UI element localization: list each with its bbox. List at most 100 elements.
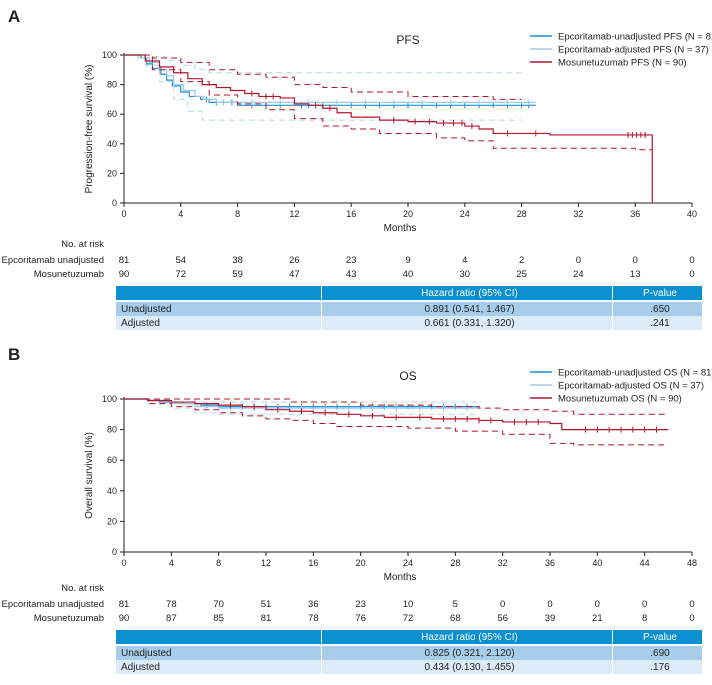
hr-row-adjusted: Adjusted 0.434 (0.130, 1.455) .176: [116, 660, 703, 674]
x-tick-label: 48: [687, 558, 697, 568]
risk-header: No. at risk: [61, 583, 104, 594]
x-tick-label: 44: [640, 558, 650, 568]
pfs-hazard-ratio-table: Hazard ratio (95% CI) P-value Unadjusted…: [116, 286, 703, 330]
series-line: [124, 54, 522, 100]
x-tick-label: 24: [460, 209, 470, 219]
risk-count: 81: [119, 255, 130, 266]
risk-count: 9: [405, 255, 410, 266]
hr-row-label: Unadjusted: [116, 645, 322, 660]
x-axis-label: Months: [384, 572, 417, 583]
hr-row-ratio: 0.661 (0.331, 1.320): [321, 316, 613, 330]
series-line: [124, 54, 522, 74]
y-tick-label: 40: [107, 486, 117, 496]
hr-row-pvalue: .690: [612, 645, 703, 660]
hr-row-ratio: 0.434 (0.130, 1.455): [321, 660, 613, 674]
y-axis-label: Overall survival (%): [84, 432, 95, 519]
risk-count: 0: [689, 599, 694, 610]
x-tick-label: 0: [121, 209, 126, 219]
hr-row-label: Adjusted: [116, 660, 322, 674]
y-tick-label: 60: [107, 109, 117, 119]
series-line: [124, 54, 536, 103]
x-tick-label: 36: [545, 558, 555, 568]
y-tick-label: 20: [107, 516, 117, 526]
x-tick-label: 40: [592, 558, 602, 568]
risk-row-label: Epcoritamab unadjusted: [2, 599, 104, 610]
x-tick-label: 0: [121, 558, 126, 568]
risk-count: 23: [355, 599, 366, 610]
risk-header: No. at risk: [61, 239, 104, 250]
risk-count: 81: [261, 613, 272, 624]
series-line: [124, 54, 653, 203]
risk-count: 0: [547, 599, 552, 610]
x-tick-label: 28: [450, 558, 460, 568]
x-tick-label: 12: [289, 209, 299, 219]
risk-count: 0: [689, 255, 694, 266]
y-tick-label: 0: [112, 547, 117, 557]
x-tick-label: 16: [308, 558, 318, 568]
x-tick-label: 8: [216, 558, 221, 568]
risk-count: 70: [213, 599, 224, 610]
risk-count: 0: [689, 613, 694, 624]
risk-count: 51: [261, 599, 272, 610]
risk-count: 78: [308, 613, 319, 624]
risk-count: 30: [460, 269, 471, 280]
hr-row-label: Unadjusted: [116, 301, 322, 316]
hr-header-ratio: Hazard ratio (95% CI): [321, 286, 613, 302]
risk-count: 90: [119, 613, 130, 624]
risk-count: 47: [289, 269, 300, 280]
hr-row-unadjusted: Unadjusted 0.891 (0.541, 1.467) .650: [116, 301, 703, 316]
risk-count: 39: [545, 613, 556, 624]
x-tick-label: 16: [346, 209, 356, 219]
legend-label: Epcoritamab-adjusted OS (N = 37): [558, 381, 704, 392]
x-tick-label: 36: [630, 209, 640, 219]
risk-count: 43: [346, 269, 357, 280]
x-tick-label: 32: [573, 209, 583, 219]
y-tick-label: 80: [107, 425, 117, 435]
hr-table-header: Hazard ratio (95% CI) P-value: [116, 630, 703, 646]
series-line: [124, 398, 669, 415]
hr-header-blank: [116, 630, 322, 646]
hr-row-label: Adjusted: [116, 316, 322, 330]
panel-letter: A: [8, 7, 20, 26]
x-tick-label: 4: [178, 209, 183, 219]
legend-label: Mosunetuzumab PFS (N = 90): [558, 58, 687, 69]
risk-count: 24: [573, 269, 584, 280]
risk-count: 5: [453, 599, 458, 610]
y-axis-label: Progression-free survival (%): [84, 65, 95, 194]
risk-count: 81: [119, 599, 130, 610]
hr-row-unadjusted: Unadjusted 0.825 (0.321, 2.120) .690: [116, 645, 703, 660]
risk-count: 0: [633, 255, 638, 266]
risk-count: 78: [166, 599, 177, 610]
y-tick-label: 40: [107, 139, 117, 149]
risk-count: 21: [592, 613, 603, 624]
risk-count: 0: [595, 599, 600, 610]
risk-count: 25: [516, 269, 527, 280]
x-tick-label: 28: [517, 209, 527, 219]
x-tick-label: 4: [169, 558, 174, 568]
x-tick-label: 32: [498, 558, 508, 568]
panel-letter: B: [8, 345, 20, 364]
hr-row-pvalue: .176: [612, 660, 703, 674]
y-tick-label: 60: [107, 455, 117, 465]
risk-count: 26: [289, 255, 300, 266]
x-tick-label: 20: [403, 209, 413, 219]
risk-row-label: Epcoritamab unadjusted: [2, 255, 104, 266]
hr-header-ratio: Hazard ratio (95% CI): [321, 630, 613, 646]
hr-row-pvalue: .241: [612, 316, 703, 330]
hr-row-ratio: 0.825 (0.321, 2.120): [321, 645, 613, 660]
legend-label: Epcoritamab-unadjusted PFS (N = 81): [558, 32, 712, 43]
hr-header-pvalue: P-value: [612, 286, 703, 302]
risk-count: 36: [308, 599, 319, 610]
x-tick-label: 12: [261, 558, 271, 568]
hr-header-pvalue: P-value: [612, 630, 703, 646]
risk-count: 59: [232, 269, 243, 280]
risk-count: 68: [450, 613, 461, 624]
chart-title: PFS: [396, 33, 419, 47]
hr-header-blank: [116, 286, 322, 302]
risk-count: 4: [462, 255, 467, 266]
legend-label: Epcoritamab-adjusted PFS (N = 37): [558, 45, 709, 56]
y-tick-label: 0: [112, 198, 117, 208]
hr-table-header: Hazard ratio (95% CI) P-value: [116, 286, 703, 302]
